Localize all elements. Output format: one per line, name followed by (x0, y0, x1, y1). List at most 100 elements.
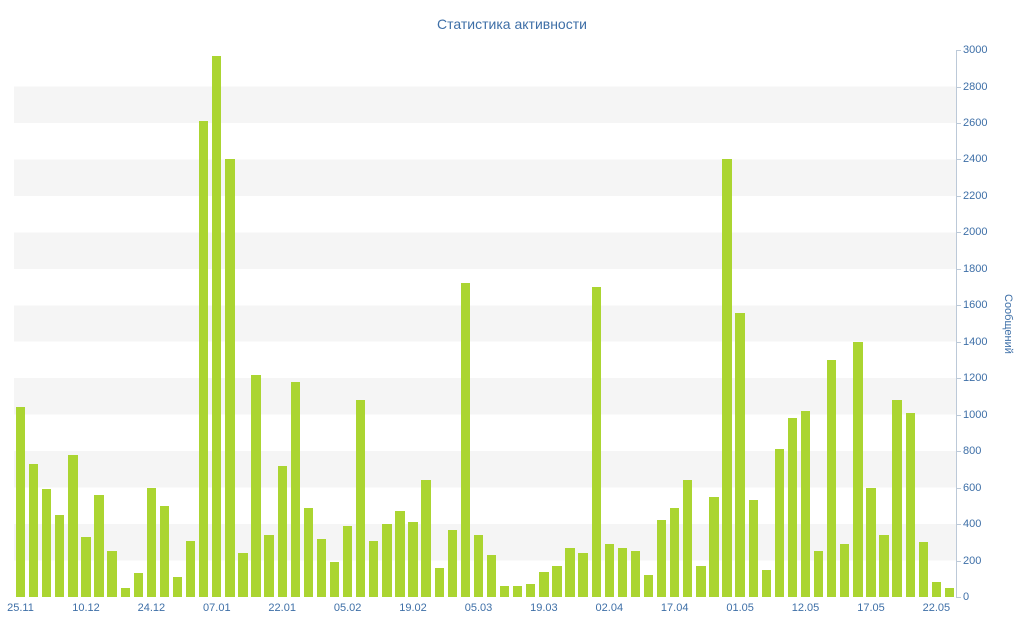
bar (499, 586, 510, 597)
bar (591, 287, 601, 597)
bar (879, 535, 889, 597)
bar (840, 544, 850, 597)
bar (539, 571, 549, 597)
bar (853, 341, 863, 597)
y-tick-label: 800 (963, 445, 982, 458)
x-tick-label: 05.02 (333, 602, 362, 614)
chart-title: Статистика активности (437, 16, 587, 32)
y-tick-label: 2000 (963, 226, 988, 239)
bar (421, 480, 431, 597)
bar (434, 567, 444, 597)
bar (94, 494, 104, 597)
bar (800, 411, 811, 597)
y-tick-label: 2200 (963, 189, 988, 202)
bar (748, 500, 758, 597)
bar (944, 587, 955, 597)
bar (251, 374, 261, 597)
bar (696, 566, 706, 597)
y-tick-mark (956, 268, 961, 270)
x-tick-label: 17.05 (857, 602, 885, 614)
y-tick-label: 3000 (963, 44, 988, 56)
x-tick-label: 22.01 (268, 602, 296, 614)
y-tick-label: 1400 (963, 335, 988, 348)
y-tick-label: 1200 (963, 372, 988, 385)
bar (892, 400, 902, 597)
bar (55, 515, 65, 597)
bar (28, 463, 39, 597)
y-tick-label: 2400 (963, 153, 988, 166)
x-tick-label: 05.03 (464, 602, 493, 614)
bar (264, 535, 274, 597)
bar (225, 159, 235, 597)
y-tick-mark (956, 414, 961, 416)
bar (813, 551, 824, 597)
y-tick-label: 1800 (963, 262, 988, 275)
x-tick-label: 01.05 (726, 602, 754, 614)
bar (107, 551, 117, 597)
bar (120, 587, 130, 597)
y-tick-mark (956, 159, 961, 161)
bar (303, 507, 314, 597)
bar (369, 540, 379, 597)
y-tick-mark (956, 195, 961, 197)
bar (81, 536, 91, 597)
bar (290, 381, 300, 597)
bar (185, 540, 196, 597)
bar (342, 525, 353, 597)
bar (774, 449, 785, 597)
x-tick-label: 25.11 (7, 602, 34, 614)
y-tick-mark (956, 378, 961, 380)
bar (329, 562, 340, 597)
y-tick-mark (956, 560, 961, 562)
bar (722, 159, 732, 597)
y-tick-mark (956, 341, 961, 343)
bar (408, 522, 418, 597)
bar (146, 487, 157, 597)
bar (277, 465, 287, 597)
y-tick-mark (956, 487, 961, 489)
bar (552, 566, 562, 597)
bar (447, 529, 457, 597)
y-tick-mark (956, 232, 961, 234)
y-tick-label: 600 (963, 481, 982, 494)
y-tick-mark (956, 305, 961, 307)
y-tick-label: 400 (963, 518, 982, 531)
bar (683, 480, 693, 597)
bar (604, 544, 614, 597)
y-tick-mark (956, 122, 961, 124)
x-tick-label: 19.03 (530, 602, 558, 614)
y-tick-mark (956, 524, 961, 526)
bar (761, 569, 771, 597)
bar (643, 575, 654, 597)
bar (866, 487, 876, 597)
bar (382, 524, 392, 597)
y-tick-label: 1000 (963, 408, 988, 421)
bar (905, 412, 915, 597)
bar (526, 584, 536, 597)
y-tick-mark (956, 86, 961, 88)
bar (133, 573, 143, 597)
bar (15, 407, 26, 597)
bar (199, 121, 209, 597)
bar (513, 586, 523, 597)
bar (656, 520, 667, 597)
x-tick-label: 12.05 (791, 602, 820, 614)
bar (68, 454, 78, 597)
bar (578, 553, 588, 597)
bar (42, 489, 52, 597)
bar (670, 507, 680, 597)
bar (486, 555, 497, 597)
bar (918, 542, 928, 597)
y-tick-mark (956, 50, 961, 51)
bar (159, 505, 170, 597)
bar (931, 582, 942, 597)
x-tick-label: 22.05 (922, 602, 951, 614)
plot-area (14, 50, 957, 597)
bar (630, 551, 641, 597)
x-tick-label: 24.12 (137, 602, 166, 614)
bar (395, 511, 405, 597)
x-tick-label: 07.01 (203, 602, 231, 614)
y-tick-label: 2600 (963, 116, 988, 129)
bar (709, 496, 719, 597)
x-tick-label: 19.02 (399, 602, 427, 614)
